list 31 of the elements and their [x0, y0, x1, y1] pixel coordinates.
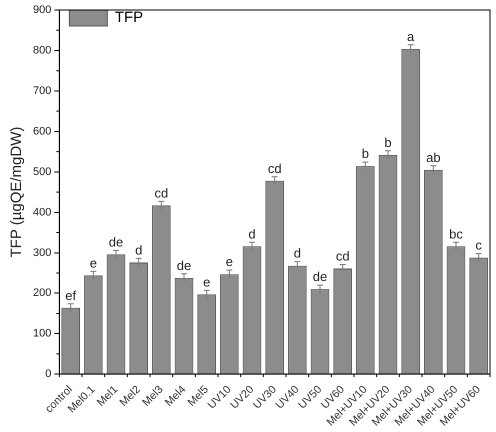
annotation: cd — [336, 248, 350, 264]
annotation: b — [362, 146, 369, 162]
y-axis-title: TFP (µgQE/mgDW) — [8, 126, 26, 258]
y-tick-label: 0 — [45, 368, 52, 380]
annotation: e — [203, 274, 210, 290]
annotation: cd — [154, 185, 168, 200]
annotation: d — [248, 226, 256, 242]
y-tick-label: 800 — [32, 44, 52, 56]
annotation: de — [108, 234, 124, 250]
annotation: d — [294, 246, 301, 261]
y-tick-label: 400 — [32, 206, 52, 218]
annotation: cd — [268, 160, 282, 176]
y-tick-label: 300 — [32, 246, 52, 259]
y-tick-label: 200 — [32, 287, 52, 300]
annotation: a — [407, 28, 416, 44]
y-tick-label: 700 — [32, 84, 52, 97]
annotation: ef — [65, 288, 76, 303]
annotation: e — [90, 255, 97, 270]
annotation: b — [384, 134, 392, 150]
annotation: bc — [449, 226, 464, 242]
y-tick-label: 600 — [32, 125, 52, 138]
annotation: d — [135, 242, 142, 258]
annotation: de — [176, 258, 192, 273]
y-tick-label: 100 — [32, 328, 52, 340]
y-tick-label: 900 — [32, 4, 52, 16]
legend-label: TFP — [114, 9, 144, 26]
annotation: de — [312, 269, 328, 284]
annotation: ab — [426, 150, 441, 165]
annotation: e — [226, 254, 233, 270]
y-tick-label: 500 — [32, 166, 52, 178]
annotation: c — [475, 238, 482, 253]
